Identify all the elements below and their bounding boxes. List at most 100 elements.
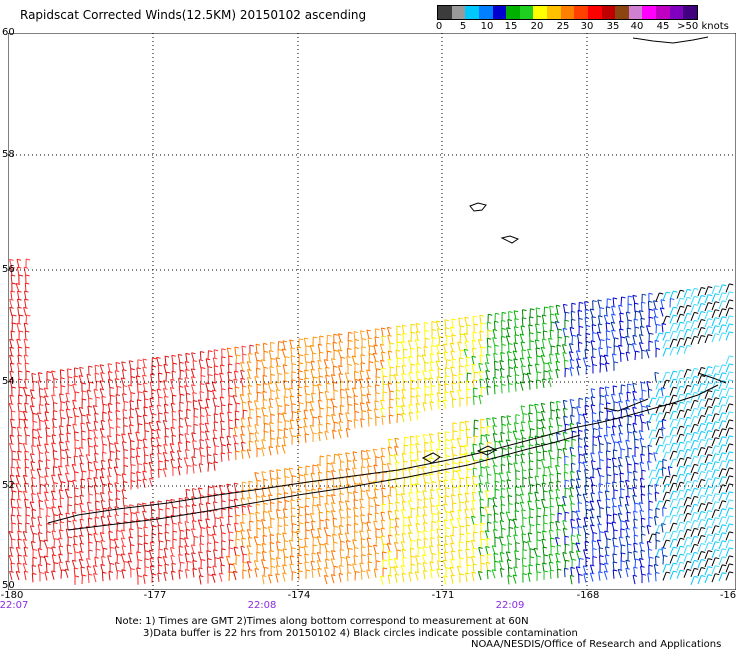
wind-barb-flag [305, 393, 311, 396]
wind-barb [323, 527, 328, 537]
wind-barb [16, 323, 20, 333]
wind-barb [211, 533, 216, 543]
wind-barb [17, 554, 20, 565]
wind-barb [576, 494, 580, 504]
wind-barb-flag [430, 361, 435, 364]
wind-barb-flag [93, 429, 98, 431]
wind-barb [437, 552, 440, 562]
wind-barb-flag [10, 466, 16, 469]
wind-barb-flag [600, 395, 605, 398]
wind-barb [360, 466, 363, 476]
wind-barb-flag [324, 527, 329, 530]
wind-barb [136, 447, 139, 457]
wind-barb-flag [480, 466, 486, 469]
wind-barb-flag [234, 506, 240, 509]
wind-barb [80, 478, 83, 489]
wind-barb [585, 509, 588, 519]
wind-barb [472, 564, 475, 574]
wind-barb [339, 381, 342, 391]
wind-barb [458, 357, 461, 367]
wind-barb-flag [550, 401, 555, 404]
wind-barb-flag [270, 341, 275, 344]
wind-barb-flag [263, 350, 269, 353]
wind-barb-flag [250, 512, 255, 515]
wind-barb-flag [577, 309, 583, 312]
wind-barb [387, 383, 391, 393]
wind-barb [298, 402, 301, 412]
wind-barb [142, 574, 146, 584]
wind-barb-flag [562, 344, 567, 347]
wind-barb-flag [367, 537, 372, 540]
wind-barb [451, 446, 454, 456]
wind-barb-flag [299, 362, 304, 365]
wind-barb [163, 444, 167, 454]
wind-barb-flag [471, 515, 476, 518]
wind-barb-flag [401, 548, 407, 551]
wind-barb [58, 545, 62, 555]
wind-barb [575, 566, 580, 576]
wind-barb-flag [473, 331, 478, 334]
wind-barb [206, 446, 209, 456]
wind-barb-flag [576, 510, 581, 513]
wind-barb-flag [186, 408, 191, 411]
wind-barb [325, 423, 328, 433]
wind-barb [255, 496, 258, 506]
wind-barb [219, 364, 223, 374]
wind-barb [37, 436, 41, 446]
wind-barb [569, 399, 573, 409]
wind-barb [450, 534, 454, 544]
wind-barb-flag [289, 427, 294, 430]
wind-barb-flag [326, 454, 332, 457]
wind-barb-flag [499, 560, 504, 563]
wind-barb-flag [417, 346, 422, 349]
wind-barb-flag [158, 468, 163, 471]
wind-barb [414, 571, 419, 581]
wind-barb-flag [380, 399, 385, 402]
wind-barb-flag [339, 548, 345, 551]
wind-barb-flag [464, 332, 469, 335]
wind-barb [548, 378, 552, 388]
wind-barb-flag [213, 485, 218, 488]
wind-barb-flag [459, 357, 464, 360]
wind-barb [30, 541, 34, 551]
wind-barb-flag [148, 461, 154, 464]
wind-barb-flag [492, 337, 497, 340]
wind-barb [422, 546, 426, 556]
wind-barb-flag [415, 323, 421, 326]
wind-barb-flag [9, 394, 14, 397]
wind-barb-flag [416, 490, 421, 493]
wind-barb [570, 471, 573, 481]
wind-barb-flag [550, 537, 555, 540]
wind-barb-flag [124, 401, 129, 404]
wind-barb-flag [179, 433, 184, 436]
wind-barb [199, 407, 202, 417]
wind-barb [431, 337, 434, 347]
wind-barb-flag [599, 411, 604, 414]
wind-barb-flag [100, 476, 105, 479]
wind-barb [129, 528, 132, 538]
wind-barb [29, 389, 34, 399]
wind-barb-flag [324, 567, 329, 569]
wind-barb-flag [289, 555, 295, 558]
wind-barb [276, 533, 279, 543]
wind-barb-flag [606, 458, 612, 461]
wind-barb-flag [485, 369, 490, 372]
wind-barb-flag [387, 446, 393, 449]
wind-barb [100, 500, 104, 510]
wind-barb [436, 488, 440, 498]
wind-barb-flag [78, 374, 84, 377]
wind-barb [190, 544, 195, 554]
wind-barb [479, 555, 482, 565]
wind-barb-flag [450, 534, 455, 537]
wind-barb-flag [354, 411, 360, 413]
wind-barb [72, 480, 76, 490]
wind-barb [177, 354, 181, 364]
wind-barb [157, 452, 160, 463]
wind-barb-flag [72, 383, 77, 386]
wind-barb [9, 363, 13, 373]
wind-barb-flag [346, 484, 351, 486]
wind-barb-flag [606, 330, 611, 333]
wind-barb-flag [152, 525, 157, 528]
wind-barb-flag [473, 323, 479, 326]
wind-barb-flag [282, 412, 287, 415]
